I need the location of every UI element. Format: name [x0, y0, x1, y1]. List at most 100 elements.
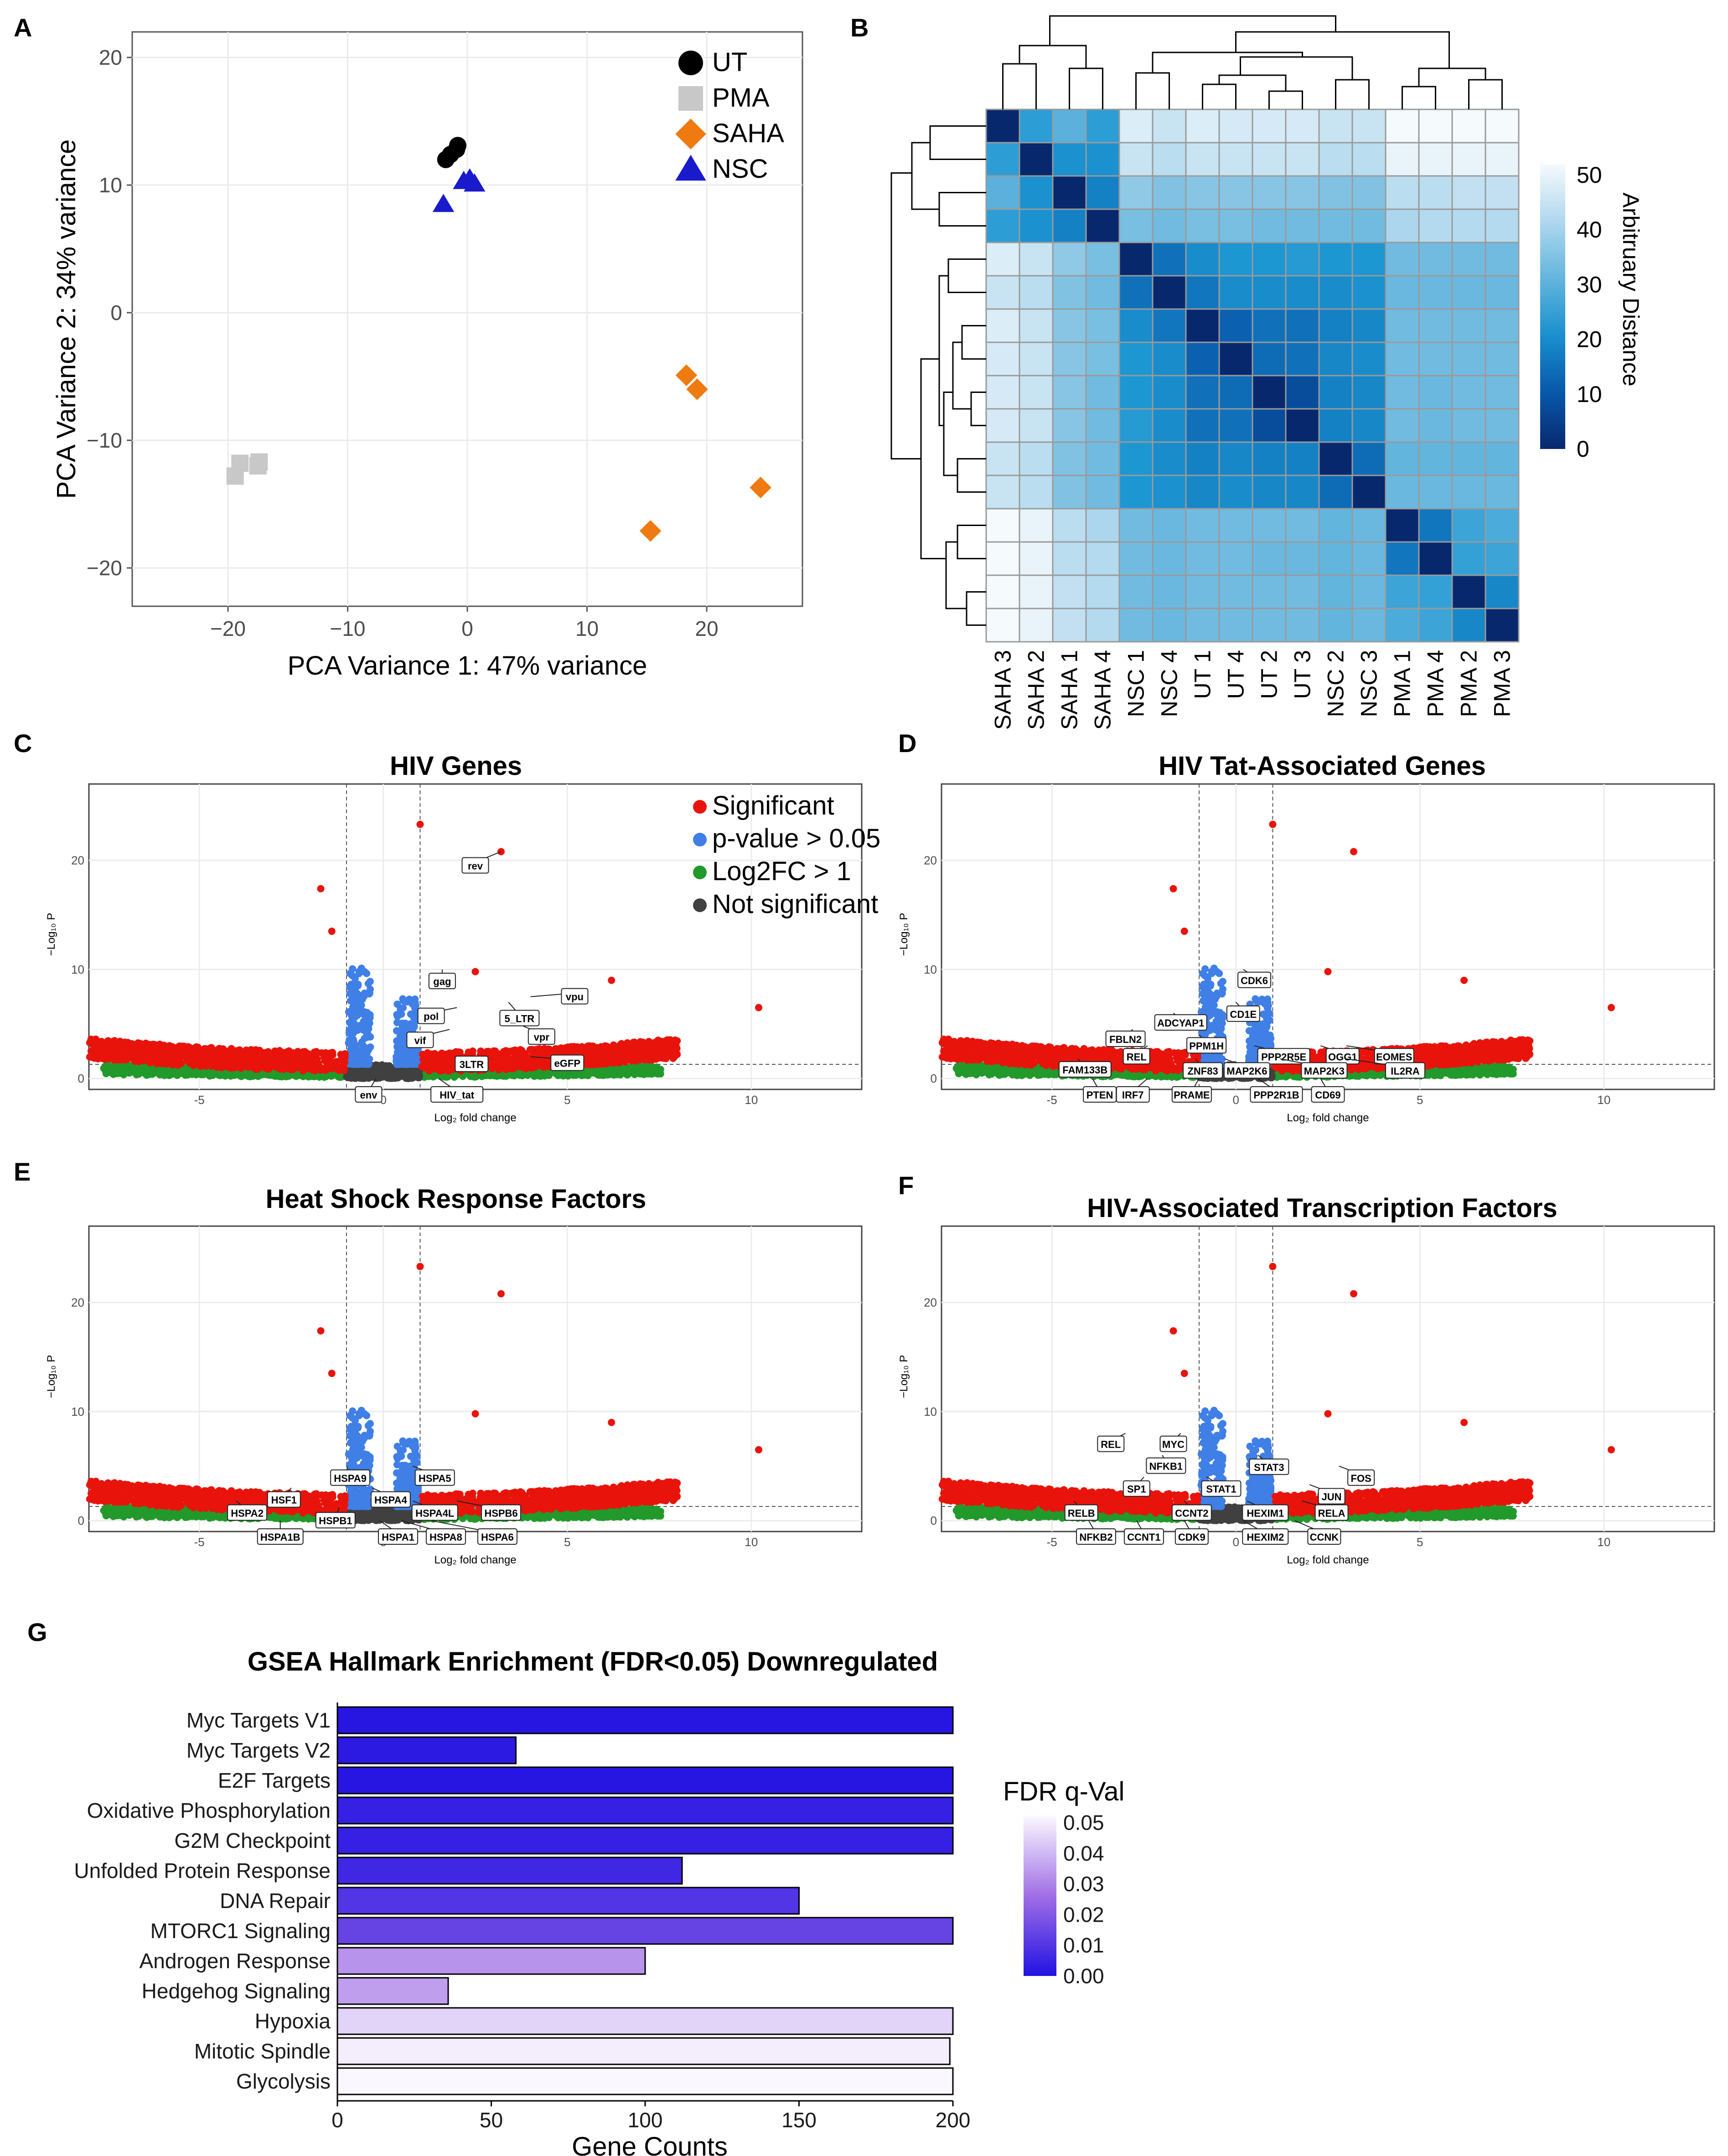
heatmap-cell [1385, 608, 1420, 643]
volcano-point-significant [130, 1050, 138, 1057]
heatmap-cell [1085, 108, 1120, 144]
heatmap-cell [1252, 208, 1287, 243]
volcano-point-significant [420, 1052, 428, 1059]
legend-key-pma [678, 86, 703, 111]
volcano-point-significant [520, 1049, 528, 1057]
pca-tick-label-y: −10 [87, 428, 122, 452]
heatmap-cell [1318, 142, 1353, 177]
heatmap-label: PMA 1 [1390, 650, 1415, 717]
heatmap-cell [1052, 208, 1087, 243]
volcano-point-significant [587, 1045, 595, 1052]
dendrogram-branch [947, 258, 986, 293]
dendrogram-branch [1468, 79, 1503, 109]
heatmap-cell [1252, 175, 1287, 210]
heatmap-cell [1118, 108, 1154, 144]
dendrogram-branch [1268, 90, 1303, 109]
panel-g-letter: G [27, 1618, 47, 1646]
pca-tick-label-x: 10 [575, 617, 599, 640]
heatmap-label: UT 2 [1257, 650, 1282, 699]
heatmap-cell [1118, 508, 1154, 543]
pca-point-ut [449, 137, 466, 155]
heatmap-cell [1385, 408, 1420, 443]
volcano-point-significant [254, 1051, 261, 1059]
heatmap-cell [1351, 574, 1387, 609]
volcano-point-pvalue [347, 1011, 355, 1018]
heatmap-cell [1185, 541, 1220, 576]
heatmap-cell [985, 275, 1020, 310]
heatmap-cell [1152, 475, 1187, 510]
heatmap-cell [1485, 341, 1520, 377]
volcano-point-significant [285, 1050, 293, 1058]
heatmap-cell [1152, 441, 1187, 476]
volcano-point-significant [300, 1056, 308, 1064]
panel-c-letter: C [14, 729, 32, 758]
volcano-point-significant [433, 1062, 441, 1070]
volcano-point-significant [442, 1050, 450, 1058]
volcano-point-significant [205, 1054, 212, 1062]
volcano-point-pvalue [346, 983, 354, 991]
volcano-point-significant [124, 1039, 132, 1047]
heatmap-cell [1385, 475, 1420, 510]
heatmap-cell [1418, 242, 1453, 277]
volcano-point-significant [636, 1053, 643, 1061]
pca-tick-label-y: 0 [110, 301, 122, 325]
volcano-point-significant [488, 1061, 496, 1069]
dendrogram-branch [1152, 52, 1303, 73]
heatmap-cell [1218, 508, 1253, 543]
heatmap-cell [1152, 242, 1187, 277]
heatmap-cell [1252, 341, 1287, 377]
heatmap-cell [1351, 375, 1387, 410]
heatmap-cell [1052, 375, 1087, 410]
volcano-point-significant [215, 1045, 223, 1052]
heatmap-cell [1218, 541, 1253, 576]
dendrogram-branch [929, 125, 986, 160]
volcano-point-significant [599, 1060, 606, 1068]
volcano-point-significant [217, 1052, 224, 1060]
heatmap-cell [985, 574, 1020, 609]
heatmap-cell [1285, 175, 1320, 210]
volcano-point-significant [588, 1060, 595, 1068]
heatmap-cell [1418, 408, 1453, 443]
dendrogram-branch [952, 341, 971, 410]
volcano-point-significant [636, 1038, 644, 1046]
volcano-point-log2fc [102, 1063, 109, 1070]
heatmap-cell [1218, 408, 1253, 443]
heatmap-cell [1351, 408, 1387, 443]
dendrogram-branch [1218, 74, 1287, 91]
volcano-point-significant [521, 1062, 529, 1070]
heatmap-cell [1451, 108, 1486, 144]
heatmap-cell [1019, 574, 1054, 609]
volcano-point-log2fc [254, 1073, 262, 1080]
volcano-point-significant [181, 1047, 189, 1054]
volcano-point-pvalue [353, 989, 361, 997]
heatmap-labels: SAHA 3 SAHA 2 SAHA 1 SAHA 4 NSC 1 NSC 4 UT 1 UT… [990, 650, 1515, 730]
volcano-point-significant [574, 1048, 581, 1056]
volcano-point-significant [671, 1048, 679, 1056]
heatmap-cell [1385, 574, 1420, 609]
volcano-point-significant [273, 1047, 280, 1055]
heatmap-cell [1019, 408, 1054, 443]
volcano-point-significant [233, 1047, 240, 1055]
heatmap-cell [1485, 608, 1520, 643]
heatmap-cell [1085, 375, 1120, 410]
heatmap-cell [1485, 308, 1520, 343]
dendrogram-branch [1402, 86, 1436, 109]
heatmap-cell [1218, 375, 1253, 410]
heatmap-cell [1218, 574, 1253, 609]
heatmap-cell [1351, 608, 1387, 643]
gene-label-vpu: vpu [566, 991, 584, 1003]
volcano-point-significant [614, 1045, 621, 1052]
volcano-point-log2fc [115, 1064, 123, 1072]
volcano-point-pvalue [410, 1014, 418, 1021]
colorbar-tick-label: 10 [1577, 382, 1602, 407]
volcano-point-pvalue [345, 1039, 352, 1047]
dendrogram-branch [1135, 72, 1170, 109]
heatmap-cell [1152, 408, 1187, 443]
volcano-point-pvalue [395, 1037, 403, 1045]
heatmap-cell [1118, 441, 1154, 476]
heatmap-label: SAHA 1 [1057, 650, 1082, 730]
volcano-legend-key-pvalue [693, 833, 707, 846]
heatmap-cell [1152, 508, 1187, 543]
volcano-point-significant [122, 1051, 129, 1059]
heatmap-label: NSC 4 [1157, 650, 1182, 717]
